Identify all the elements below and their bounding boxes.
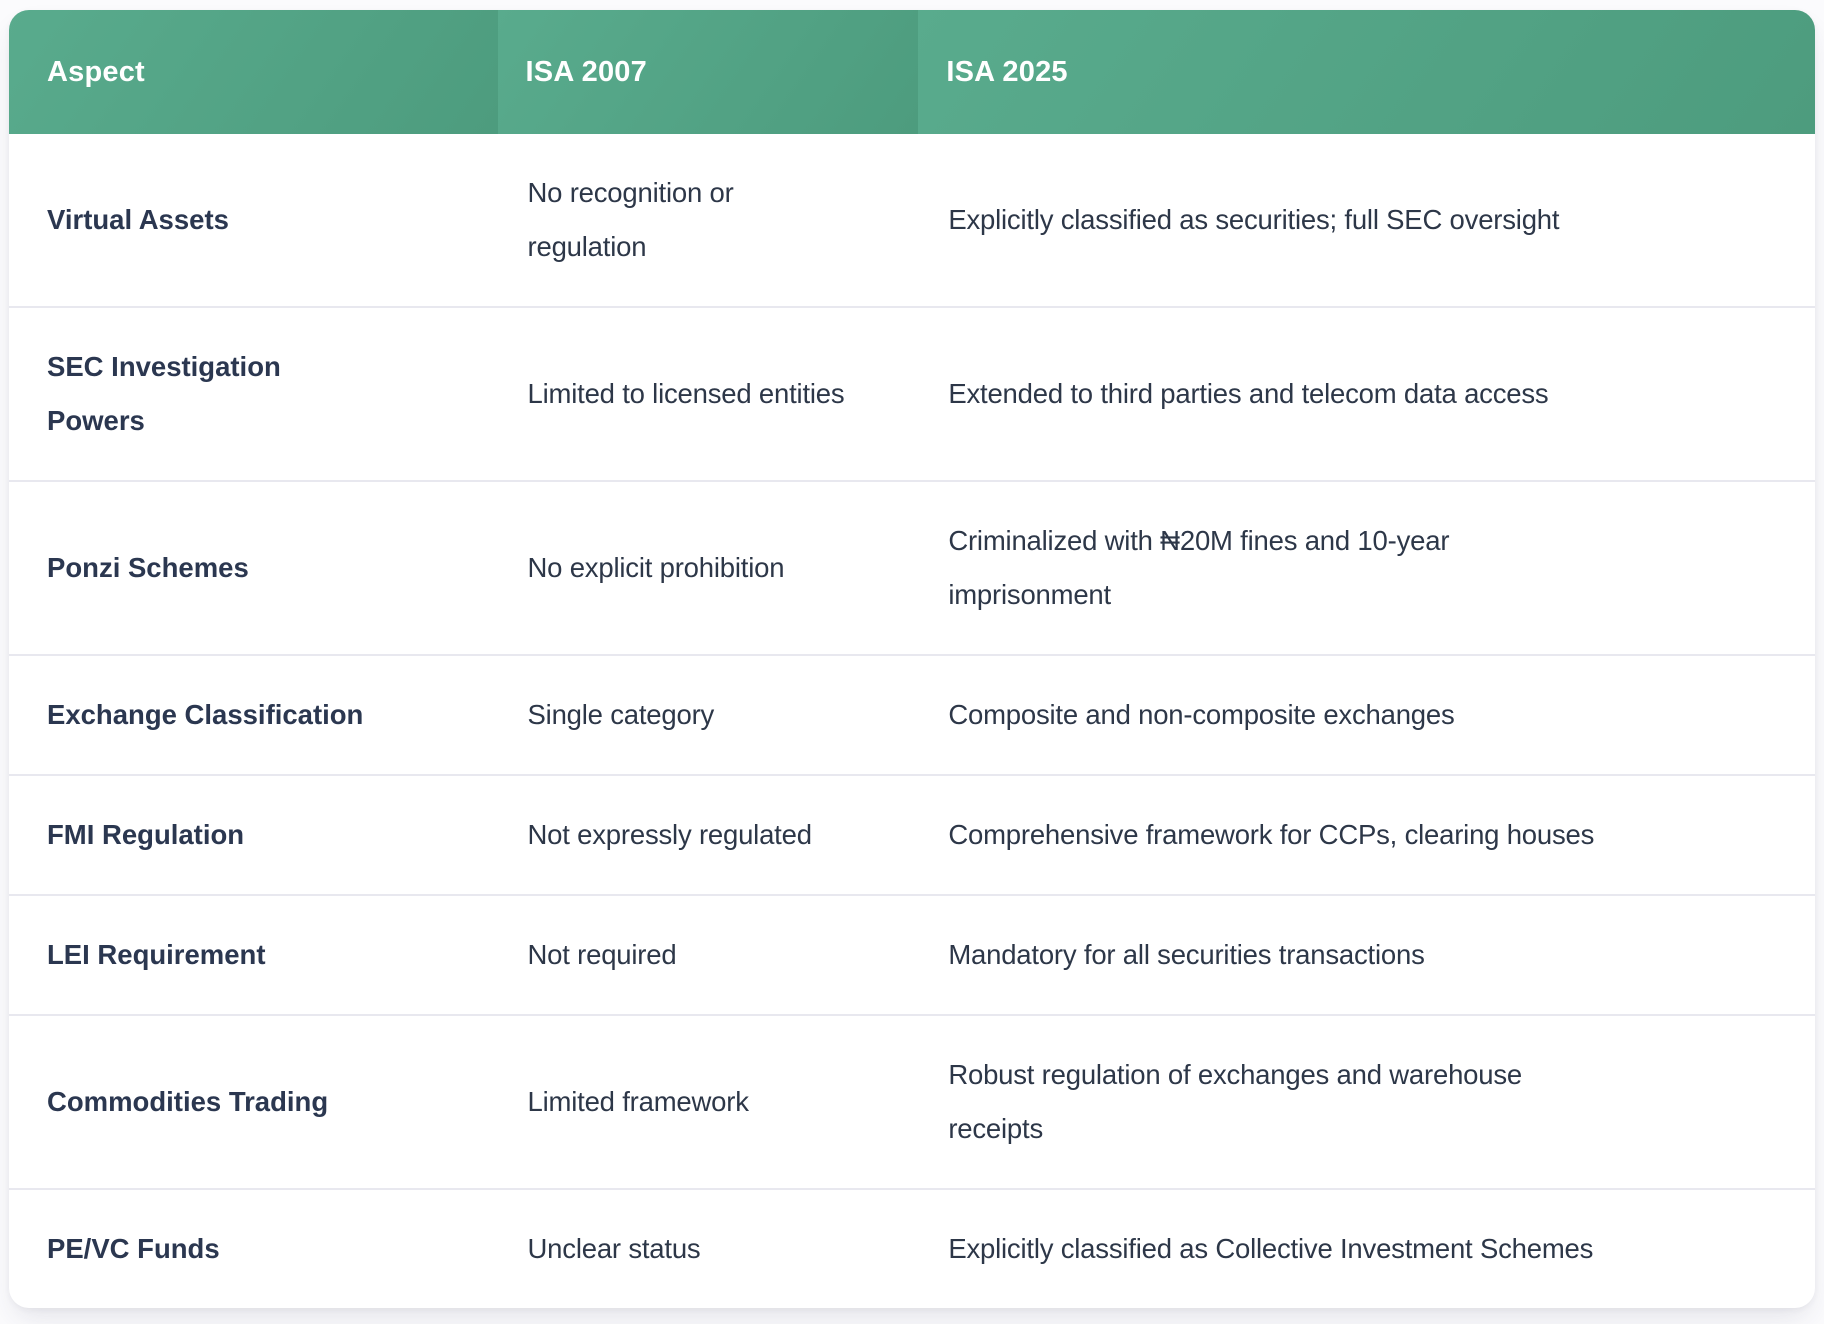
- table-row: Ponzi Schemes No explicit prohibition Cr…: [9, 480, 1815, 655]
- table-row: SEC Investigation Powers Limited to lice…: [9, 306, 1815, 481]
- isa-2025-cell: Criminalized with ₦20M fines and 10-year…: [918, 480, 1815, 655]
- isa-2025-cell: Robust regulation of exchanges and wareh…: [918, 1014, 1815, 1189]
- aspect-cell: Ponzi Schemes: [9, 480, 498, 655]
- table-body: Virtual Assets No recognition or regulat…: [9, 134, 1815, 1308]
- table-row: Exchange Classification Single category …: [9, 654, 1815, 775]
- isa-2007-cell: No explicit prohibition: [497, 480, 919, 655]
- aspect-cell: Virtual Assets: [47, 204, 229, 235]
- aspect-cell: LEI Requirement: [9, 894, 498, 1015]
- isa-2007-cell: No recognition or regulation: [527, 177, 734, 262]
- isa-2025-cell: Explicitly classified as Collective Inve…: [918, 1188, 1815, 1308]
- column-header-isa-2025: ISA 2025: [918, 10, 1815, 134]
- table-header: Aspect ISA 2007 ISA 2025: [9, 10, 1815, 134]
- isa-2007-cell: Not expressly regulated: [497, 774, 919, 895]
- isa-2007-cell: Unclear status: [497, 1188, 919, 1308]
- table-header-row: Aspect ISA 2007 ISA 2025: [9, 10, 1815, 134]
- isa-2007-cell: Limited framework: [497, 1014, 919, 1189]
- aspect-cell: Commodities Trading: [9, 1014, 498, 1189]
- column-header-isa-2007: ISA 2007: [497, 10, 919, 134]
- column-header-aspect: Aspect: [9, 10, 498, 134]
- isa-2007-cell: Single category: [497, 654, 919, 775]
- isa-2025-cell: Composite and non-composite exchanges: [918, 654, 1815, 775]
- isa-2007-cell: Limited to licensed entities: [497, 306, 919, 481]
- isa-2007-cell: Not required: [497, 894, 919, 1015]
- isa-2025-cell: Extended to third parties and telecom da…: [918, 306, 1815, 481]
- table-row: PE/VC Funds Unclear status Explicitly cl…: [9, 1188, 1815, 1308]
- table-row: FMI Regulation Not expressly regulated C…: [9, 774, 1815, 895]
- isa-2025-cell: Mandatory for all securities transaction…: [918, 894, 1815, 1015]
- isa-2025-cell: Explicitly classified as securities; ful…: [948, 204, 1560, 235]
- table-row: Commodities Trading Limited framework Ro…: [9, 1014, 1815, 1189]
- aspect-cell: PE/VC Funds: [9, 1188, 498, 1308]
- aspect-cell: FMI Regulation: [9, 774, 498, 895]
- aspect-cell: SEC Investigation Powers: [9, 306, 498, 481]
- isa-comparison-table: Aspect ISA 2007 ISA 2025 Virtual Assets …: [9, 10, 1815, 1308]
- isa-2025-cell: Comprehensive framework for CCPs, cleari…: [918, 774, 1815, 895]
- comparison-table-card: Aspect ISA 2007 ISA 2025 Virtual Assets …: [9, 10, 1815, 1308]
- aspect-cell: Exchange Classification: [9, 654, 498, 775]
- table-row: LEI Requirement Not required Mandatory f…: [9, 894, 1815, 1015]
- table-row: Virtual Assets No recognition or regulat…: [9, 134, 1815, 307]
